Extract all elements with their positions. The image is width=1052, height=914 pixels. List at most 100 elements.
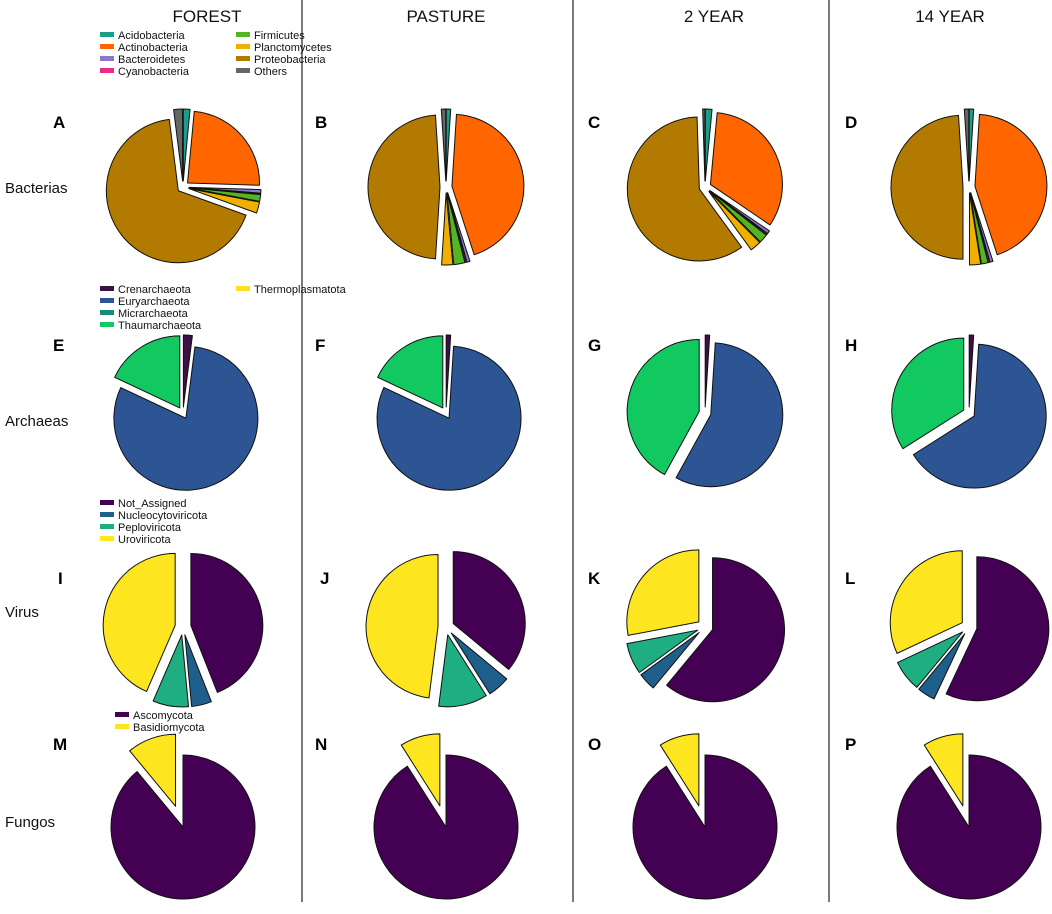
legend-label-micrarchaeota: Micrarchaeota: [118, 308, 189, 320]
pie-slice-others: [963, 108, 970, 182]
pie-b: [367, 108, 525, 266]
pie-slice-thaumarchaeota: [626, 339, 700, 476]
legend-label-firmicutes: Firmicutes: [254, 30, 305, 42]
pie-slice-basidiomycota: [923, 733, 964, 807]
legend-swatch-others: [236, 68, 250, 73]
pie-slice-nucleocytoviricota: [918, 633, 966, 700]
pie-slice-acidobacteria: [445, 108, 452, 182]
legend-swatch-bacteroidetes: [100, 56, 114, 61]
pie-slice-proteobacteria: [890, 114, 964, 260]
legend-swatch-ascomycota: [115, 712, 129, 717]
legend-swatch-acidobacteria: [100, 32, 114, 37]
pie-slice-uroviricota: [889, 550, 963, 654]
pie-slice-peploviricota: [626, 629, 699, 673]
legend-swatch-firmicutes: [236, 32, 250, 37]
panel-letter: H: [845, 336, 857, 355]
legend-label-euryarchaeota: Euryarchaeota: [118, 296, 190, 308]
pie-f: [376, 334, 522, 491]
pie-slice-not-assigned: [945, 556, 1050, 702]
row-label-fungos: Fungos: [5, 814, 55, 831]
panel-letter: J: [320, 569, 329, 588]
pie-slice-others: [173, 108, 184, 182]
pie-slice-crenarchaeota: [968, 334, 975, 408]
pie-slice-nucleocytoviricota: [450, 632, 508, 695]
legend-swatch-peploviricota: [100, 524, 114, 529]
row-label-archaeas: Archaeas: [5, 413, 68, 430]
pie-slice-actinobacteria: [709, 112, 783, 226]
panel-letter: O: [588, 735, 601, 754]
pie-slice-proteobacteria: [626, 116, 743, 262]
pie-slice-euryarchaeota: [113, 346, 259, 491]
legend-label-cyanobacteria: Cyanobacteria: [118, 66, 190, 78]
panel-letter: M: [53, 735, 67, 754]
pie-slice-planctomycetes: [188, 188, 261, 214]
pie-n: [373, 733, 519, 900]
column-title-pasture: PASTURE: [406, 7, 485, 26]
legend-label-thaumarchaeota: Thaumarchaeota: [118, 320, 202, 332]
pie-o: [632, 733, 778, 900]
pie-slice-actinobacteria: [974, 113, 1048, 256]
pie-slice-crenarchaeota: [445, 334, 452, 408]
pie-j: [365, 551, 526, 708]
legend-label-thermoplasmatota: Thermoplasmatota: [254, 284, 347, 296]
pie-slice-crenarchaeota: [704, 334, 711, 408]
legend-bacterias: AcidobacteriaActinobacteriaBacteroidetes…: [100, 30, 332, 78]
panel-letter: E: [53, 336, 64, 355]
panel-letter: A: [53, 113, 65, 132]
pie-slice-planctomycetes: [708, 191, 761, 251]
pie-slice-euryarchaeota: [912, 343, 1047, 489]
pie-slice-others: [702, 108, 706, 182]
legend-archaeas: CrenarchaeotaEuryarchaeotaMicrarchaeotaT…: [100, 284, 347, 332]
pie-i: [102, 552, 264, 708]
column-title-2-year: 2 YEAR: [684, 7, 744, 26]
pie-slice-not-assigned: [452, 551, 526, 670]
pie-slice-proteobacteria: [367, 114, 441, 260]
pie-slice-euryarchaeota: [675, 342, 784, 488]
pie-slice-not-assigned: [190, 553, 264, 693]
legend-swatch-crenarchaeota: [100, 286, 114, 291]
pie-a: [105, 108, 262, 264]
pie-slice-basidiomycota: [400, 733, 441, 807]
panel-letter: P: [845, 735, 856, 754]
legend-label-uroviricota: Uroviricota: [118, 534, 171, 546]
pie-slice-euryarchaeota: [376, 345, 522, 491]
pie-slice-nucleocytoviricota: [184, 634, 212, 707]
pie-e: [113, 334, 259, 491]
legend-swatch-thaumarchaeota: [100, 322, 114, 327]
legend-swatch-nucleocytoviricota: [100, 512, 114, 517]
pie-slice-nucleocytoviricota: [640, 631, 700, 689]
pie-slice-thaumarchaeota: [114, 335, 181, 409]
legend-swatch-planctomycetes: [236, 44, 250, 49]
legend-label-actinobacteria: Actinobacteria: [118, 42, 189, 54]
pie-h: [891, 334, 1047, 489]
pie-slice-ascomycota: [896, 754, 1042, 900]
pie-m: [110, 733, 256, 900]
panel-letter: K: [588, 569, 601, 588]
legend-swatch-thermoplasmatota: [236, 286, 250, 291]
legend-label-planctomycetes: Planctomycetes: [254, 42, 332, 54]
legend-label-peploviricota: Peploviricota: [118, 522, 182, 534]
pie-slice-crenarchaeota: [182, 334, 193, 408]
pie-slice-not-assigned: [666, 557, 785, 703]
pie-slice-peploviricota: [897, 631, 964, 688]
legend-swatch-not-assigned: [100, 500, 114, 505]
pie-d: [890, 108, 1048, 266]
pie-slice-firmicutes: [709, 190, 767, 243]
legend-swatch-micrarchaeota: [100, 310, 114, 315]
pie-panels: [102, 108, 1050, 900]
legend-label-others: Others: [254, 66, 288, 78]
pie-slice-ascomycota: [373, 754, 519, 900]
pie-slice-actinobacteria: [451, 113, 525, 256]
legend-label-bacteroidetes: Bacteroidetes: [118, 54, 186, 66]
pie-slice-thaumarchaeota: [891, 337, 965, 450]
pie-slice-uroviricota: [365, 554, 439, 699]
panel-letter: C: [588, 113, 600, 132]
pie-c: [626, 108, 783, 262]
panel-letter: F: [315, 336, 325, 355]
pie-slice-thaumarchaeota: [377, 335, 444, 409]
legend-virus: Not_AssignedNucleocytoviricotaPeploviric…: [100, 498, 208, 546]
pie-slice-actinobacteria: [187, 110, 260, 186]
legend-swatch-cyanobacteria: [100, 68, 114, 73]
pie-slice-planctomycetes: [441, 192, 454, 266]
